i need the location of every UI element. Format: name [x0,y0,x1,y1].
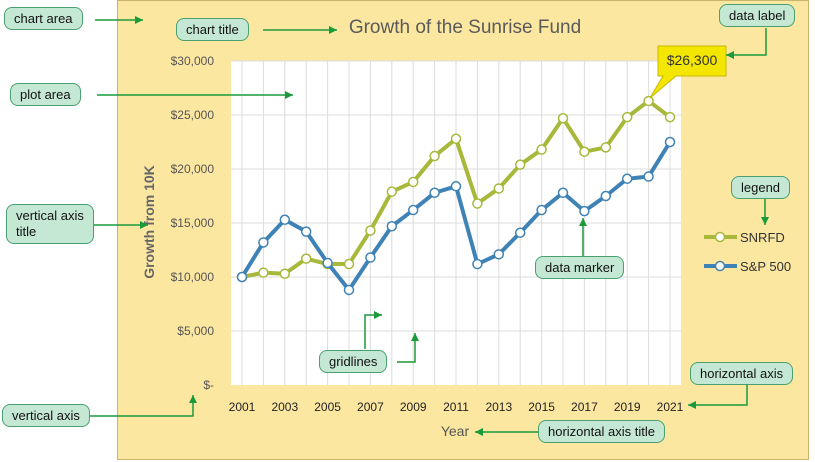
legend-label: S&P 500 [740,259,791,274]
data-marker [322,257,333,269]
callout-chart-title: chart title [176,18,249,41]
callout-vertical-axis-title: vertical axis title [6,204,94,244]
arrow-horizontal-axis-head [688,401,696,409]
y-tick-label: $5,000 [177,324,214,338]
callout-horizontal-axis-title: horizontal axis title [538,420,665,443]
data-marker [343,258,355,270]
data-marker [300,226,312,237]
data-marker [493,183,505,194]
data-marker [643,95,654,107]
data-marker [450,133,462,145]
x-tick-label: 2001 [229,400,256,414]
data-marker [365,225,376,236]
data-marker [386,186,398,197]
y-tick-label: $25,000 [171,108,215,122]
arrow-vertical-axis-title-head [140,221,148,229]
arrow-vertical-axis-head [189,395,197,403]
data-marker [407,204,419,216]
x-tick-label: 2007 [357,400,384,414]
legend-label: SNRFD [740,230,785,245]
x-tick-label: 2021 [657,400,684,414]
arrow-plot-area-head [285,91,293,99]
callout-legend: legend [731,176,791,199]
callout-chart-area: chart area [4,7,83,30]
data-marker [407,176,419,188]
legend-marker [714,260,726,272]
data-marker [621,173,633,184]
data-marker [236,271,248,283]
data-marker [386,220,398,232]
data-marker [300,253,312,264]
data-marker [429,150,440,162]
y-tick-label: $15,000 [171,216,215,230]
callout-data-marker: data marker [535,256,625,279]
arrow-chart-area-head [135,16,143,24]
arrow-data-label [726,28,767,56]
arrow-data-label-head [726,51,734,59]
data-marker [514,227,526,238]
callout-horizontal-axis: horizontal axis [690,362,794,385]
callout-gridlines: gridlines [319,350,388,373]
chart-title: Growth of the Sunrise Fund [349,17,581,38]
arrow-gridlines-2 [397,333,416,363]
data-marker [472,258,483,270]
data-marker [579,205,590,217]
y-tick-label: $30,000 [171,54,215,68]
y-axis-title: Growth from 10K [141,165,157,279]
data-marker [536,204,547,216]
callout-plot-area: plot area [10,83,81,106]
arrow-gridlines-1-head [374,311,382,319]
x-tick-label: 2013 [485,400,512,414]
y-tick-label: $- [203,378,214,392]
arrow-data-marker-head [579,218,587,226]
data-marker [450,181,462,192]
data-marker [664,136,676,148]
data-marker [579,146,590,157]
callout-vertical-axis: vertical axis [2,404,90,427]
arrow-chart-title-head [329,26,337,34]
x-tick-label: 2019 [614,400,641,414]
x-axis-title: Year [441,423,470,439]
y-tick-label: $10,000 [171,270,215,284]
data-label-box [649,45,727,99]
data-marker [429,187,440,199]
callout-data-label: data label [719,4,796,27]
x-tick-label: 2011 [443,400,469,414]
legend-marker [714,231,726,243]
data-marker [258,267,269,278]
x-tick-label: 2015 [528,400,555,414]
data-marker [536,144,547,155]
data-marker [472,198,483,209]
data-marker [643,171,654,182]
data-marker [600,190,612,202]
arrow-vertical-axis [89,395,194,417]
data-marker [365,252,376,263]
arrow-gridlines-2-head [411,333,419,341]
x-tick-label: 2009 [400,400,427,414]
data-marker [557,187,569,199]
data-marker [279,214,291,226]
data-marker [621,111,633,123]
data-marker [258,237,269,248]
y-tick-label: $20,000 [171,162,215,176]
data-marker [600,142,612,153]
data-marker [514,159,526,170]
x-tick-label: 2017 [571,400,598,414]
data-marker [557,112,569,124]
data-marker [493,249,505,260]
x-tick-label: 2005 [314,400,341,414]
x-tick-label: 2003 [271,400,298,414]
arrow-legend-head [761,217,769,225]
arrow-horizontal-axis-title-head [475,428,483,436]
arrow-horizontal-axis [688,384,748,406]
data-marker [279,268,291,280]
data-label: $26,300 [667,52,718,68]
data-marker [343,284,355,296]
data-marker [664,111,676,123]
